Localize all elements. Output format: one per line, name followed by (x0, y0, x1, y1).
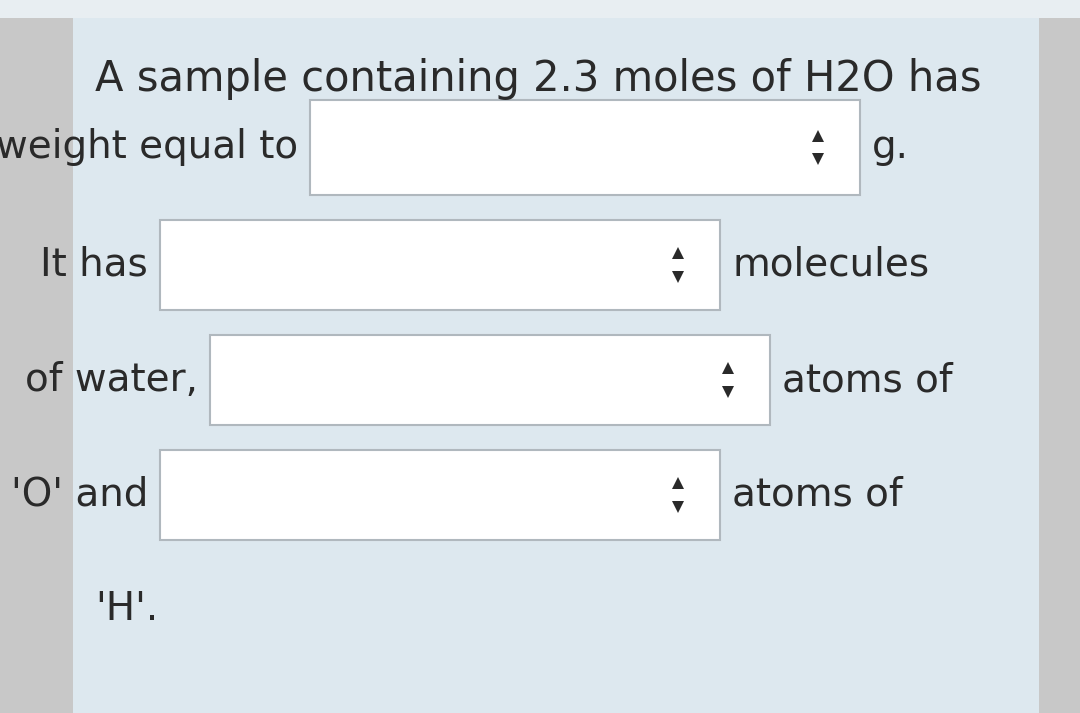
Bar (310, 100, 860, 195)
Bar (210, 335, 770, 425)
Bar (0, 0, 1080, 18)
Bar (73, 0, 1039, 713)
Text: of water,: of water, (25, 361, 198, 399)
Text: A sample containing 2.3 moles of H2O has: A sample containing 2.3 moles of H2O has (95, 58, 982, 100)
Text: 'H'.: 'H'. (95, 590, 159, 628)
Text: 'O' and: 'O' and (11, 476, 148, 514)
Text: atoms of: atoms of (732, 476, 903, 514)
Text: weight equal to: weight equal to (0, 128, 298, 167)
Text: g.: g. (872, 128, 909, 167)
Bar (160, 450, 720, 540)
Text: atoms of: atoms of (782, 361, 953, 399)
Text: molecules: molecules (732, 246, 929, 284)
Text: It has: It has (40, 246, 148, 284)
Bar (160, 220, 720, 310)
